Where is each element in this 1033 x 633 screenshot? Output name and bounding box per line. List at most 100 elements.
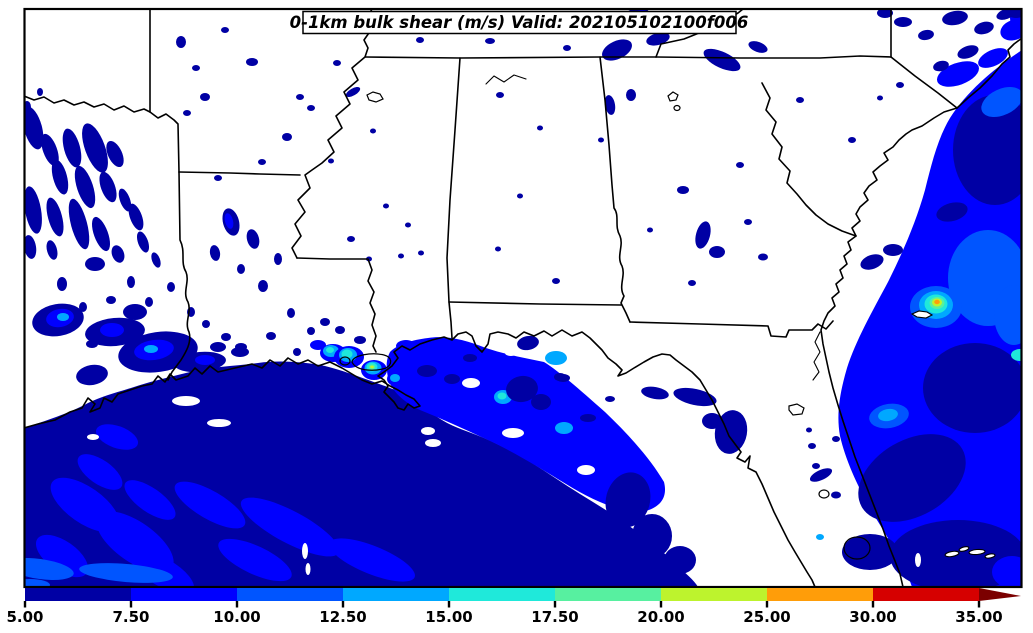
contour-blob-level-1 xyxy=(202,320,210,328)
contour-blob-level-1 xyxy=(806,427,812,433)
contour-blob-level-2 xyxy=(224,213,234,229)
contour-blob-level-1 xyxy=(293,348,301,356)
contour-blob-level-1 xyxy=(702,413,722,429)
contour-blob-level-1 xyxy=(610,536,638,560)
fl-lake-1 xyxy=(788,403,805,416)
contour-blob-level-1 xyxy=(106,140,124,168)
contour-blob-level-1 xyxy=(703,48,741,72)
gulf-field-5to7.5 xyxy=(24,361,698,587)
contour-blob-level-1 xyxy=(320,318,330,326)
nc-ga-border xyxy=(655,55,892,59)
colorbar-segment-15 xyxy=(449,588,555,601)
contour-blob-level-2 xyxy=(992,556,1022,587)
contour-blob-level-1 xyxy=(282,133,292,141)
contour-blob-level-1 xyxy=(246,58,258,66)
contour-blob-level-2 xyxy=(1000,19,1022,41)
colorbar-segment-30 xyxy=(873,588,979,601)
contour-blob-level-1 xyxy=(221,333,231,341)
colorbar-tick-label: 30.00 xyxy=(849,608,896,626)
colorbar-segment-17.5 xyxy=(555,588,661,601)
contour-blob-level-0 xyxy=(915,553,921,567)
contour-blob-level-1 xyxy=(918,29,934,41)
contour-blob-level-1 xyxy=(842,534,898,570)
colorbar-tick-label: 35.00 xyxy=(955,608,1002,626)
ga-lake-1 xyxy=(667,91,679,102)
contour-blob-level-1 xyxy=(57,277,67,291)
contour-blob-level-4 xyxy=(390,374,400,382)
colorbar-extend-arrow xyxy=(979,588,1021,601)
contour-blob-level-1 xyxy=(99,171,117,203)
ga-lake-2 xyxy=(673,104,681,112)
contour-blob-level-1 xyxy=(877,95,883,101)
key-island-4 xyxy=(984,553,996,559)
contour-blob-level-1 xyxy=(24,186,42,234)
colorbar-tick-label: 20.00 xyxy=(637,608,684,626)
contour-blob-level-1 xyxy=(296,94,304,100)
contour-blob-level-1 xyxy=(552,278,560,284)
contour-blob-level-5 xyxy=(326,347,334,353)
contour-blob-level-1 xyxy=(209,245,221,261)
contour-blob-level-1 xyxy=(192,65,200,71)
contour-blob-level-1 xyxy=(167,282,175,292)
contour-blob-level-1 xyxy=(641,386,669,400)
contour-blob-level-1 xyxy=(953,95,1022,205)
contour-blob-level-1 xyxy=(231,347,249,357)
contour-blob-level-1 xyxy=(354,336,366,344)
savannah-river-ga-sc-border xyxy=(761,82,857,237)
contour-blob-level-4 xyxy=(545,351,567,365)
atlantic-patches xyxy=(816,9,1022,587)
contour-blob-level-1 xyxy=(333,60,341,66)
ar-la-border xyxy=(178,171,301,176)
contour-blob-level-1 xyxy=(506,375,538,403)
contour-blob-level-1 xyxy=(1006,9,1022,18)
contour-blob-level-1 xyxy=(145,297,153,307)
contour-blob-level-1 xyxy=(266,332,276,340)
contour-blob-level-1 xyxy=(563,45,571,51)
contour-blob-level-4 xyxy=(144,345,158,353)
contour-blob-level-3 xyxy=(24,558,74,580)
contour-blob-level-1 xyxy=(347,236,355,242)
contour-blob-level-1 xyxy=(68,198,90,250)
contour-blob-level-1 xyxy=(936,202,968,222)
contour-blob-level-1 xyxy=(632,514,672,558)
contour-blob-level-1 xyxy=(605,472,651,528)
contour-blob-level-0 xyxy=(505,350,517,356)
contour-blob-level-2 xyxy=(978,48,1008,68)
lake-okeechobee xyxy=(843,536,871,560)
contour-blob-level-3 xyxy=(79,563,173,583)
contour-blob-level-1 xyxy=(24,235,37,259)
contour-blob-level-1 xyxy=(688,280,696,286)
contour-blob-level-1 xyxy=(812,463,820,469)
contour-blob-level-1 xyxy=(345,86,361,98)
contour-blob-level-1 xyxy=(24,101,31,113)
contour-blob-level-8 xyxy=(934,299,940,305)
contour-blob-level-1 xyxy=(832,436,840,442)
tx-la-sabine-border xyxy=(167,171,191,381)
contour-blob-level-0 xyxy=(502,428,524,438)
contour-blob-level-1 xyxy=(246,229,260,249)
contour-blob-level-4 xyxy=(57,313,69,321)
contour-blob-level-0 xyxy=(462,378,480,388)
contour-blob-level-1 xyxy=(894,17,912,27)
contour-blob-level-0 xyxy=(421,427,435,435)
contour-blob-level-1 xyxy=(417,365,437,377)
fl-lake-2 xyxy=(818,489,830,499)
colorbar-tick-label: 5.00 xyxy=(6,608,43,626)
colorbar-tick-label: 25.00 xyxy=(743,608,790,626)
contour-blob-level-1 xyxy=(896,82,904,88)
contour-blob-level-1 xyxy=(123,304,147,320)
contour-blob-level-1 xyxy=(517,335,539,351)
contour-blob-level-0 xyxy=(302,543,308,559)
contour-blob-level-1 xyxy=(744,219,752,225)
contour-blob-level-1 xyxy=(128,203,144,231)
contour-blob-level-1 xyxy=(598,137,604,143)
contour-blob-level-1 xyxy=(736,162,744,168)
contour-blob-level-1 xyxy=(200,93,210,101)
contour-blob-level-3 xyxy=(981,86,1022,118)
contour-blob-level-1 xyxy=(809,468,833,482)
contour-blob-level-5 xyxy=(1011,349,1022,361)
contour-blob-level-1 xyxy=(106,296,116,304)
contour-blob-level-2 xyxy=(35,534,89,578)
contour-blob-level-1 xyxy=(677,186,689,194)
